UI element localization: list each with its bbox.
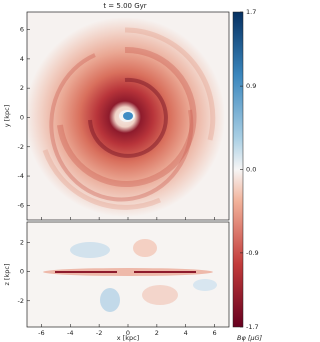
y-tick-label: 2 xyxy=(20,238,24,246)
x-axis-label: x [kpc] xyxy=(117,334,139,342)
x-tick-label: -2 xyxy=(96,329,102,337)
figure: t = 5.00 Gyr -6 -4 -2 0 2 4 6 y [kpc] -2 0 2 z [kpc… xyxy=(3,2,263,342)
y-tick-label: 6 xyxy=(20,26,24,34)
y-tick-label: 4 xyxy=(20,55,24,63)
colorbar-label: Bφ [μG] xyxy=(237,334,263,342)
y-tick-label: -2 xyxy=(18,143,24,151)
colorbar-tick-label: -0.9 xyxy=(246,249,259,257)
y-tick-label: 0 xyxy=(20,268,24,276)
x-tick-label: 4 xyxy=(184,329,188,337)
bottom-panel-image xyxy=(27,222,229,327)
title: t = 5.00 Gyr xyxy=(103,2,146,10)
y-tick-label: 0 xyxy=(20,113,24,121)
colorbar-tick-label: 0.0 xyxy=(246,166,256,174)
y-tick-label: -2 xyxy=(18,297,24,305)
y-tick-label: -4 xyxy=(18,172,24,180)
y-tick-label: 2 xyxy=(20,84,24,92)
top-panel-image xyxy=(27,12,229,220)
colorbar-tick-label: 0.9 xyxy=(246,82,256,90)
x-tick-label: -4 xyxy=(67,329,73,337)
y-axis-label: y [kpc] xyxy=(3,105,11,127)
y-tick-label: -6 xyxy=(18,201,24,209)
colorbar-tick-label: 1.7 xyxy=(246,8,256,16)
x-tick-label: 0 xyxy=(126,329,130,337)
x-tick-label: 6 xyxy=(213,329,217,337)
x-tick-label: -6 xyxy=(38,329,44,337)
colorbar-tick-label: -1.7 xyxy=(246,323,259,331)
x-tick-label: 2 xyxy=(155,329,159,337)
y-axis-label: z [kpc] xyxy=(3,263,11,285)
